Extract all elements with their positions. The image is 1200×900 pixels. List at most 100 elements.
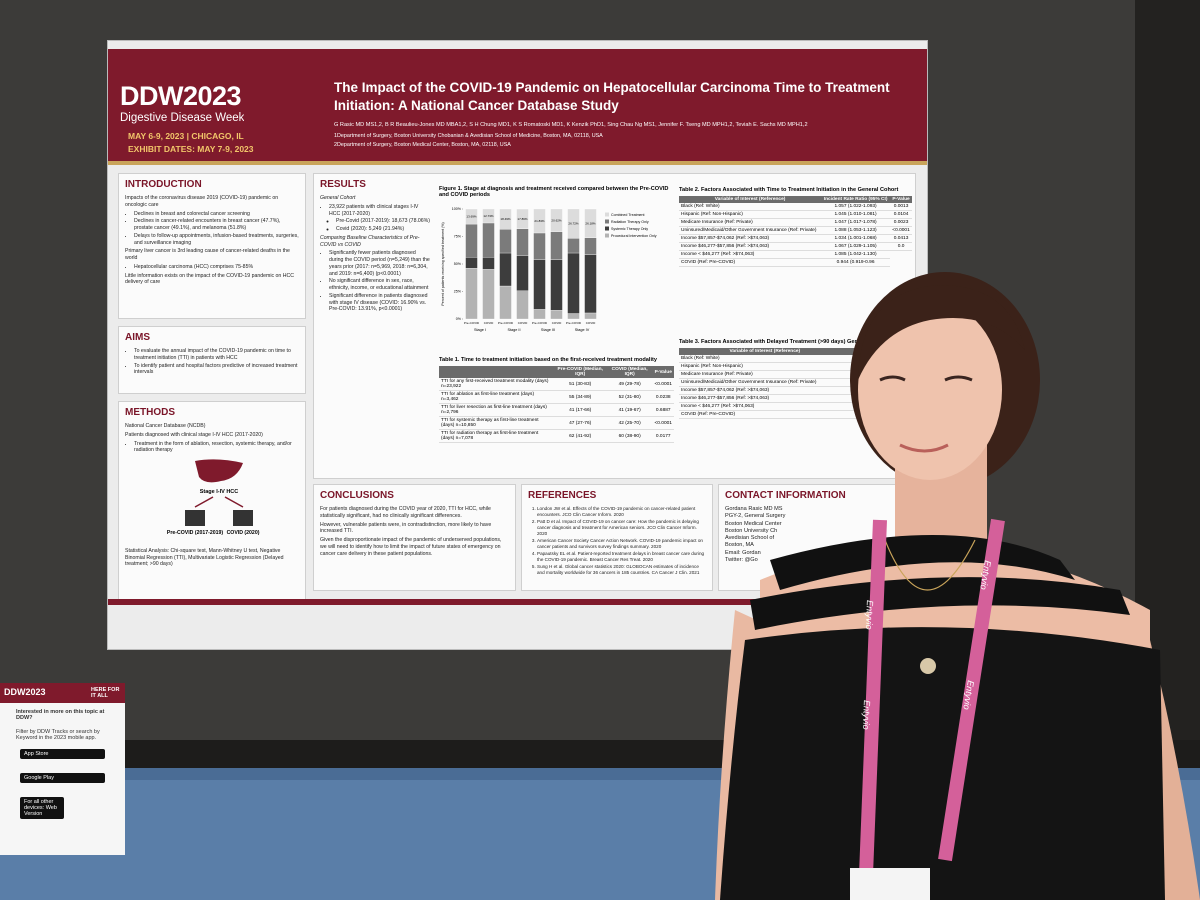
cell: 0.0104: [890, 210, 912, 219]
legend-swatch: [605, 212, 609, 217]
cell: Income $46,277-$57,856 (Ref: >$74,063): [679, 394, 851, 403]
paragraph: Primary liver cancer is 3rd leading caus…: [125, 248, 290, 261]
table-title: Table 1. Time to treatment initiation ba…: [439, 357, 657, 363]
cell: TTI for liver resection as first-line tr…: [439, 403, 554, 417]
table1: Table 1. Time to treatment initiation ba…: [439, 357, 674, 475]
bullet: Significantly fewer patients diagnosed d…: [329, 250, 430, 277]
cell: 41 (19-67): [606, 403, 653, 417]
contact-line: PGY-2, General Surgery: [725, 513, 786, 520]
dates: MAY 6-9, 2023 | CHICAGO, IL: [128, 131, 244, 141]
cell: 1.034 (1.001-1.068): [821, 234, 891, 243]
x-tick-label: Pre-COVID: [566, 321, 582, 325]
contact-line: Twitter: @Go: [725, 556, 758, 563]
group-label: Stage II: [507, 328, 520, 332]
diagram-label: Stage I-IV HCC: [200, 489, 239, 495]
bar-segment: [584, 208, 597, 238]
cell: 0.944 (0.919-0.96: [821, 258, 891, 267]
heading: CONCLUSIONS: [320, 490, 394, 501]
bar-segment: [516, 208, 529, 229]
diagram-label: COVID (2020): [227, 530, 260, 536]
stripe: [750, 577, 1130, 630]
cell: 0.0413: [890, 234, 912, 243]
mouth: [899, 443, 949, 453]
content: General Cohort 23,922 patients with clini…: [320, 195, 430, 313]
table: Variable of Interest (Reference) Incident…: [679, 196, 912, 267]
conclusions: CONCLUSIONS For patients diagnosed durin…: [313, 484, 516, 591]
legend-swatch: [605, 219, 609, 224]
group-label: Stage IV: [575, 328, 590, 332]
bullet: No significant difference in sex, race, …: [329, 278, 430, 292]
poster-title: The Impact of the COVID-19 Pandemic on H…: [334, 80, 890, 114]
paragraph: Little information exists on the impact …: [125, 272, 294, 286]
y-tick-label: 25%: [454, 290, 462, 294]
legend-swatch: [605, 233, 609, 238]
cell: Uninsured/Medicaid/Other Government Insu…: [679, 378, 851, 387]
row: Income $46,277-$57,856 (Ref: >$74,063)1.…: [679, 242, 912, 251]
logo: DDW2023: [120, 81, 242, 111]
chart: Percent of patients receiving specified …: [441, 207, 657, 332]
methods-diagram: Stage I-IV HCC Pre-COVID (2017-2019) COV…: [167, 459, 260, 536]
cell: 1.045 (1.010-1.081): [821, 210, 891, 219]
header-cell: P-Value: [890, 196, 912, 203]
contact-line: Email: Gordan: [725, 549, 761, 556]
introduction: INTRODUCTION Impacts of the coronavirus …: [118, 173, 306, 319]
contact-line: Boston University Ch: [725, 527, 778, 534]
group-label: Stage I: [474, 328, 486, 332]
dress: [720, 627, 1165, 900]
authors: G Rasic MD MS1,2, B R Beaulieu-Jones MD …: [334, 122, 808, 128]
content: National Cancer Database (NCDB) Patients …: [125, 423, 299, 454]
heading: METHODS: [125, 407, 175, 418]
cell: Medicare Insurance (Ref: Private): [679, 370, 851, 379]
header-cell: P-Value: [652, 366, 674, 378]
bullet: Delays to follow-up appointments, infusi…: [134, 233, 299, 247]
cell: <0.0001: [652, 378, 674, 391]
flyer: DDW2023 HERE FOR IT ALL Interested in mo…: [0, 683, 125, 855]
exhibit-dates: EXHIBIT DATES: MAY 7-9, 2023: [128, 144, 254, 154]
header-row: Variable of Interest (Reference) Incident…: [679, 196, 912, 203]
footer-band: [108, 599, 927, 605]
bar-segment: [499, 208, 512, 230]
cell: 0.6887: [652, 403, 674, 417]
x-tick-label: COVID: [484, 321, 494, 325]
legend-label: Combined Treatment: [611, 213, 645, 217]
flyer-header: DDW2023 HERE FOR IT ALL: [0, 683, 125, 703]
cell: 0.0013: [890, 203, 912, 211]
row: TTI for liver resection as first-line tr…: [439, 403, 674, 417]
app-store: App Store: [20, 749, 105, 759]
cell: <0.0001: [652, 416, 674, 430]
lanyard: [938, 518, 1005, 862]
cell: TTI for ablation as first-line treatment…: [439, 390, 554, 404]
results-panel: RESULTS General Cohort 23,922 patients wi…: [313, 173, 916, 479]
cell: 49 (29-78): [606, 378, 653, 391]
contact-line: Boston, MA: [725, 542, 754, 549]
y-tick-label: 75%: [454, 235, 462, 239]
bullet: Declines in breast and colorectal cancer…: [134, 211, 299, 218]
paragraph: National Cancer Database (NCDB): [125, 423, 206, 429]
bullet: Treatment in the form of ablation, resec…: [134, 441, 299, 455]
cell: 1.067 (1.029-1.105): [821, 242, 891, 251]
table-title: Table 3. Factors Associated with Delayed…: [679, 339, 888, 345]
bullet: Pre-Covid (2017-2019): 18,673 (78.06%): [336, 218, 430, 225]
cell: Medicare Insurance (Ref: Private): [679, 218, 822, 227]
value-label: 20.62%: [551, 218, 562, 222]
bullet-list: Pre-Covid (2017-2019): 18,673 (78.06%)Co…: [320, 218, 430, 233]
row: Black (Ref: White) 1.057 (1.022-1.093) 0.0…: [679, 203, 912, 211]
cell: Income < $46,277 (Ref: >$74,063): [679, 250, 822, 259]
cell: 52 (31-80): [606, 390, 653, 404]
poster: DDW2023 Digestive Disease Week MAY 6-9, …: [107, 40, 928, 650]
lanyard-label: Entyvio: [864, 600, 875, 630]
heading: RESULTS: [320, 179, 366, 190]
necklace: [884, 539, 976, 591]
lanyard-text: Entyvio Entyvio Entyvio Entyvio: [861, 560, 993, 730]
row: TTI for any first-received treatment mod…: [439, 378, 674, 391]
header-cell: Variable of Interest (Reference): [679, 196, 822, 203]
content: To evaluate the annual impact of the COV…: [125, 348, 299, 376]
table: Pre-COVID (Median, IQR) COVID (Median, IQ…: [439, 366, 674, 443]
calendar-icon: [233, 510, 253, 526]
bullet: Hepatocellular carcinoma (HCC) comprises…: [134, 264, 299, 271]
header-cell: Variable of Interest (Reference): [679, 348, 851, 355]
cell: 0.0177: [652, 429, 674, 443]
reference: American Cancer Society Cancer Action Ne…: [537, 538, 706, 550]
header-cell: Incident Rate Ratio (95% CI): [821, 196, 891, 203]
cell: 62 (41-92): [553, 429, 607, 443]
